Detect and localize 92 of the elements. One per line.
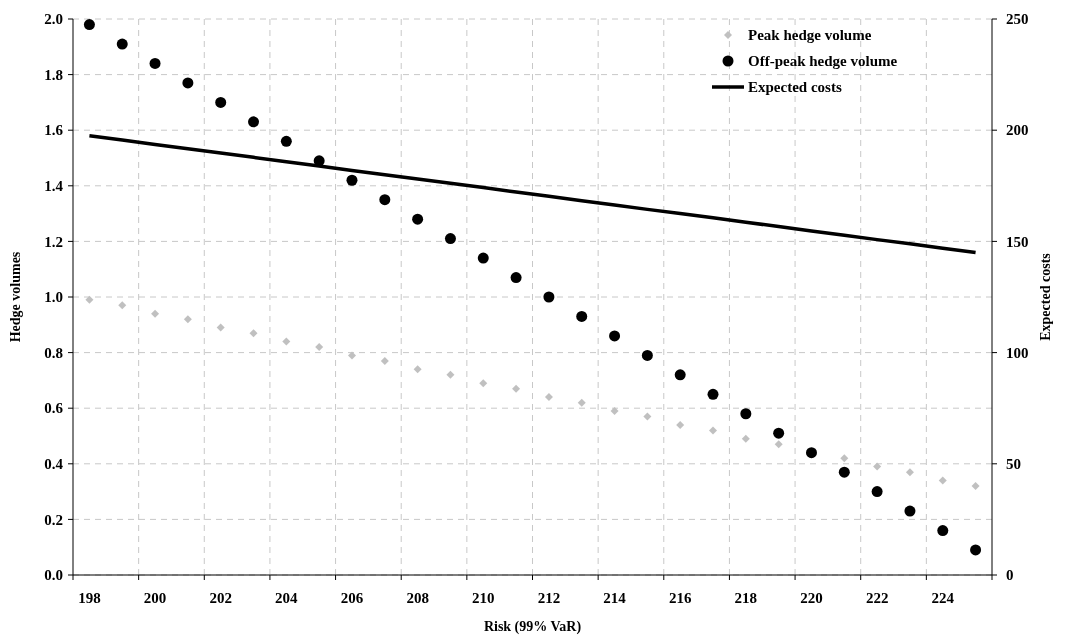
point	[937, 525, 949, 537]
y2-tick-label: 100	[1006, 344, 1029, 361]
point	[709, 426, 718, 435]
y2-tick-label: 0	[1006, 567, 1014, 584]
x-tick-label: 220	[800, 590, 823, 606]
x-tick-label: 208	[406, 590, 429, 606]
x-tick-label: 202	[209, 590, 232, 606]
point	[643, 412, 652, 421]
point	[676, 420, 685, 429]
y-tick-label: 1.8	[44, 66, 63, 83]
y2-tick-label: 200	[1006, 122, 1029, 139]
point	[774, 440, 783, 449]
point	[610, 406, 619, 415]
point	[871, 486, 883, 498]
y-tick-label: 0.2	[44, 511, 63, 528]
point	[280, 135, 292, 147]
point	[641, 349, 653, 361]
x-tick-label: 216	[668, 590, 692, 606]
x-tick-label: 198	[78, 590, 101, 606]
point	[904, 505, 916, 517]
legend-label: Peak hedge volume	[748, 27, 872, 44]
y-tick-label: 1.0	[44, 289, 63, 306]
point	[970, 544, 982, 556]
point	[971, 482, 980, 491]
legend-label: Expected costs	[748, 79, 842, 96]
point	[215, 96, 227, 108]
point	[216, 323, 225, 332]
y2-tick-label: 250	[1006, 11, 1029, 28]
x-tick-label: 204	[275, 590, 299, 606]
point	[116, 38, 128, 50]
point	[512, 384, 521, 393]
y-tick-label: 0.8	[44, 344, 63, 361]
point	[380, 356, 389, 365]
y2-tick-label: 50	[1006, 456, 1021, 473]
point	[544, 393, 553, 402]
point	[674, 369, 686, 381]
y-tick-label: 0.6	[44, 400, 64, 417]
point	[477, 252, 489, 264]
point	[840, 454, 849, 463]
line-series	[87, 134, 978, 255]
point	[183, 315, 192, 324]
point	[510, 272, 522, 284]
point	[444, 233, 456, 245]
x-tick-label: 224	[931, 590, 955, 606]
point	[83, 19, 95, 31]
y2-tick-label: 150	[1006, 233, 1029, 250]
y-tick-label: 1.6	[44, 122, 64, 139]
point	[938, 476, 947, 485]
point	[248, 116, 260, 128]
point	[413, 365, 422, 374]
x-tick-label: 200	[143, 590, 167, 606]
point	[741, 434, 750, 443]
point	[873, 462, 882, 471]
point	[773, 427, 785, 439]
point	[577, 398, 586, 407]
point	[118, 301, 127, 310]
point	[347, 351, 356, 360]
y-tick-label: 0.0	[44, 567, 63, 584]
point	[249, 329, 258, 338]
point	[479, 379, 488, 388]
point	[576, 310, 588, 322]
y-tick-label: 1.2	[44, 233, 63, 250]
point	[412, 213, 424, 225]
point	[838, 466, 850, 478]
point	[609, 330, 621, 342]
point	[149, 57, 161, 69]
x-tick-label: 214	[603, 590, 627, 606]
legend-label: Off-peak hedge volume	[748, 53, 898, 70]
x-tick-label: 218	[734, 590, 758, 606]
y-axis-title: Hedge volumes	[8, 251, 23, 343]
point	[379, 194, 391, 206]
point	[905, 468, 914, 477]
x-tick-label: 210	[472, 590, 495, 606]
y2-axis-title: Expected costs	[1038, 252, 1053, 341]
point	[707, 388, 719, 400]
x-axis-title: Risk (99% VaR)	[483, 619, 582, 635]
point	[346, 174, 358, 186]
y-tick-label: 1.4	[44, 178, 64, 195]
point	[740, 408, 752, 420]
y-tick-label: 0.4	[44, 456, 64, 473]
point	[315, 343, 324, 352]
point	[446, 370, 455, 379]
point	[282, 337, 291, 346]
point	[151, 309, 160, 318]
y-tick-label: 2.0	[44, 11, 63, 28]
point	[182, 77, 194, 89]
point	[543, 291, 555, 303]
x-tick-label: 212	[537, 590, 561, 606]
point	[85, 295, 94, 304]
x-tick-label: 222	[865, 590, 889, 606]
x-tick-label: 206	[340, 590, 364, 606]
point	[805, 447, 817, 459]
